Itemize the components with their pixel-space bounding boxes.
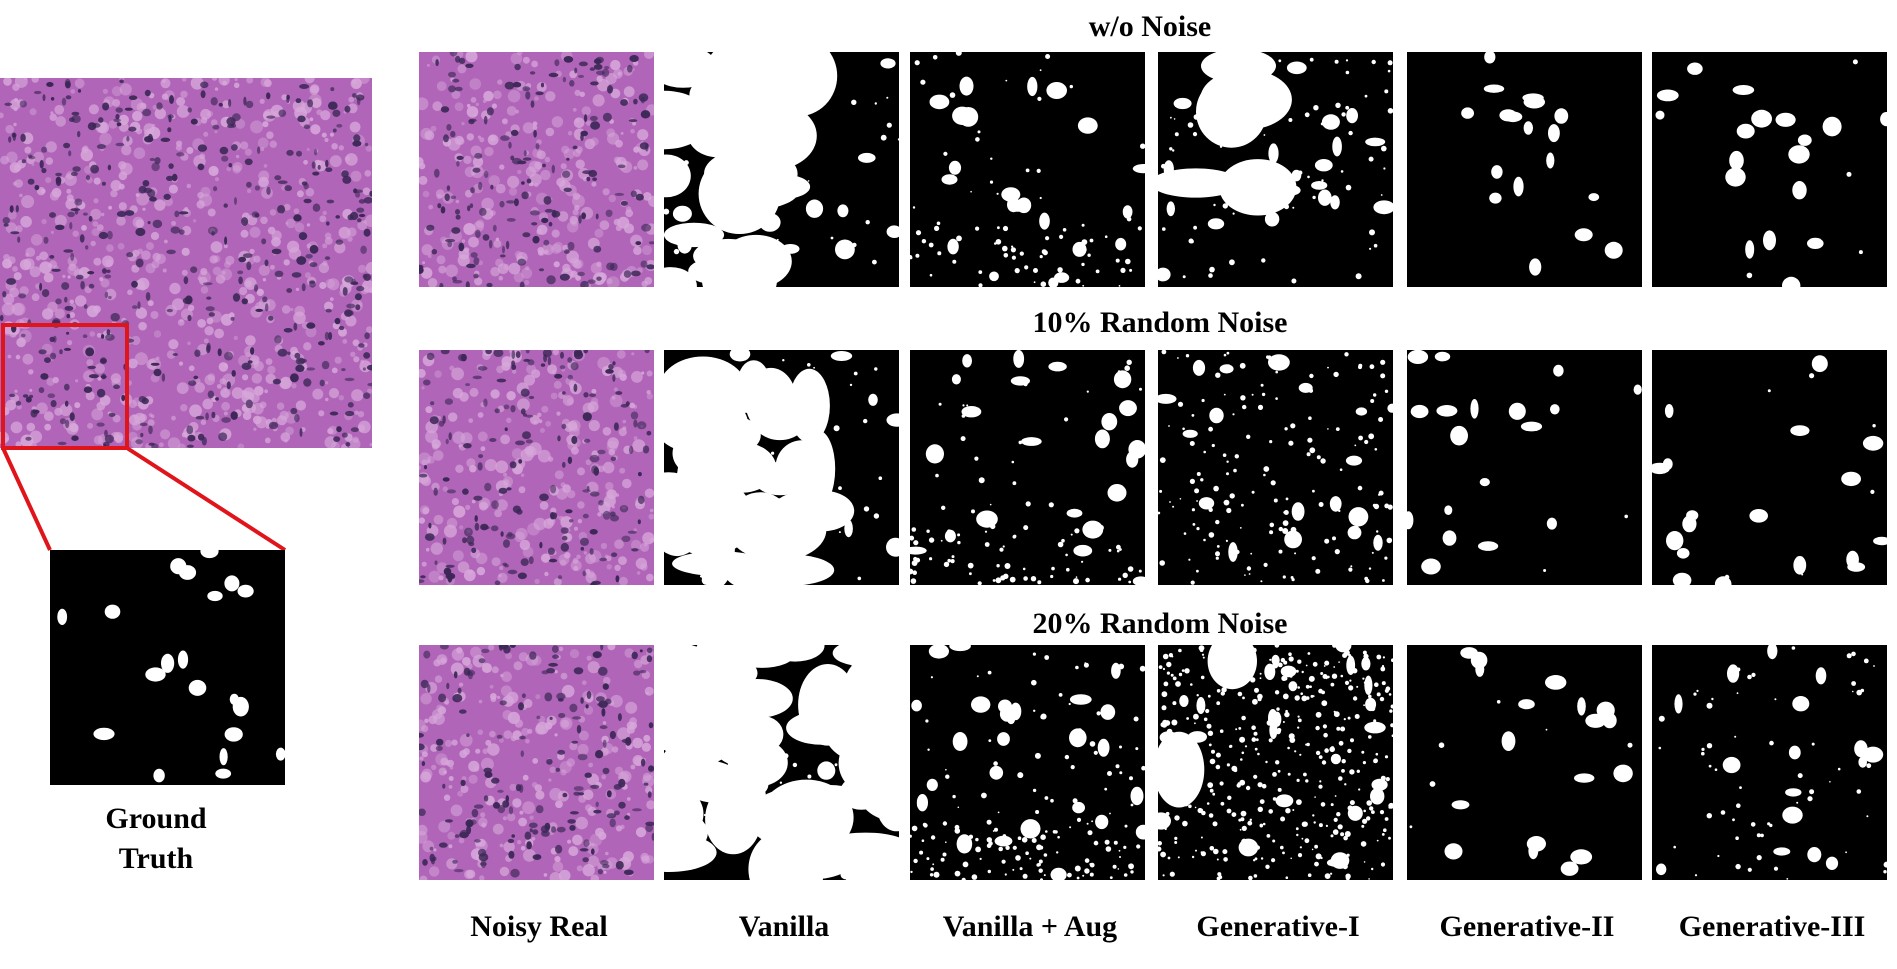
panel-clean-generative-iii — [1652, 52, 1887, 287]
col-label-vanilla: Vanilla — [738, 910, 830, 943]
panel-noise10-generative-ii — [1407, 350, 1642, 585]
panel-svg-noise10-vanilla-aug — [910, 350, 1145, 585]
panel-noise10-noisy-real — [419, 350, 654, 585]
panel-svg-clean-vanilla-aug — [910, 52, 1145, 287]
panel-noise20-noisy-real — [419, 645, 654, 880]
panel-noise10-vanilla-aug — [910, 350, 1145, 585]
panel-svg-clean-generative-ii — [1407, 52, 1642, 287]
row-title-clean: w/o Noise — [1088, 10, 1212, 43]
panel-noise20-generative-iii — [1652, 645, 1887, 880]
panel-svg-clean-generative-iii — [1652, 52, 1887, 287]
panel-svg-noise20-vanilla — [664, 645, 899, 880]
panel-svg-noise20-vanilla-aug — [910, 645, 1145, 880]
panel-clean-generative-ii — [1407, 52, 1642, 287]
col-label-generative-ii: Generative-II — [1439, 910, 1615, 943]
panel-clean-vanilla-aug — [910, 52, 1145, 287]
full-tissue-image — [0, 78, 372, 448]
panel-svg-clean-noisy-real — [419, 52, 654, 287]
panel-clean-noisy-real — [419, 52, 654, 287]
panel-svg-noise10-generative-ii — [1407, 350, 1642, 585]
col-label-vanilla-aug: Vanilla + Aug — [942, 910, 1118, 943]
panel-noise10-generative-i — [1158, 350, 1393, 585]
row-title-20-noise: 20% Random Noise — [1032, 607, 1288, 640]
ground-truth-label-line1: Ground — [105, 802, 207, 835]
panel-clean-generative-i — [1158, 52, 1393, 287]
panel-noise20-vanilla-aug — [910, 645, 1145, 880]
ground-truth-label-line2: Truth — [118, 842, 194, 875]
panel-svg-noise10-generative-iii — [1652, 350, 1887, 585]
row-title-10-noise: 10% Random Noise — [1032, 306, 1288, 339]
highlight-box — [1, 323, 129, 450]
panel-svg-noise20-generative-i — [1158, 645, 1393, 880]
panel-svg-noise10-vanilla — [664, 350, 899, 585]
ground-truth-label: Ground Truth — [56, 799, 256, 879]
ground-truth-mask — [50, 550, 285, 785]
panel-svg-noise20-generative-ii — [1407, 645, 1642, 880]
zoom-line-right — [125, 446, 287, 552]
panel-svg-noise20-generative-iii — [1652, 645, 1887, 880]
panel-svg-clean-vanilla — [664, 52, 899, 287]
panel-noise20-generative-i — [1158, 645, 1393, 880]
panel-noise10-generative-iii — [1652, 350, 1887, 585]
zoom-indicator — [1, 323, 287, 552]
panel-svg-noise10-generative-i — [1158, 350, 1393, 585]
zoom-line-left — [1, 447, 52, 551]
col-label-generative-i: Generative-I — [1196, 910, 1360, 943]
panel-noise10-vanilla — [664, 350, 899, 585]
col-label-noisy-real: Noisy Real — [470, 910, 608, 943]
panel-svg-clean-generative-i — [1158, 52, 1393, 287]
panel-noise20-vanilla — [664, 645, 899, 880]
panel-clean-vanilla — [664, 52, 899, 287]
ground-truth-mask-svg — [50, 550, 285, 785]
panel-noise20-generative-ii — [1407, 645, 1642, 880]
full-tissue-svg — [0, 78, 372, 448]
panel-svg-noise20-noisy-real — [419, 645, 654, 880]
col-label-generative-iii: Generative-III — [1678, 910, 1866, 943]
panel-svg-noise10-noisy-real — [419, 350, 654, 585]
